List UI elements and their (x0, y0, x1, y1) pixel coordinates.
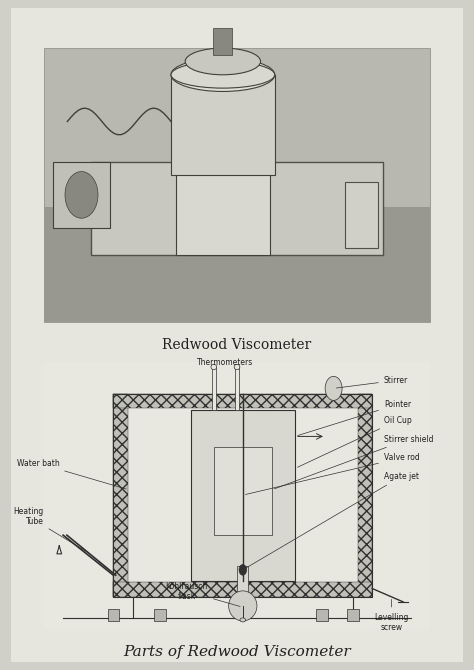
Ellipse shape (234, 364, 240, 370)
Text: Oil Cup: Oil Cup (298, 416, 411, 467)
Text: Water bath: Water bath (17, 458, 126, 489)
Bar (113, 394, 372, 596)
Bar (171, 75, 275, 175)
Bar (113, 394, 128, 596)
Ellipse shape (171, 62, 275, 88)
Text: Agate jet: Agate jet (245, 472, 419, 568)
Bar (113, 394, 372, 408)
Ellipse shape (185, 48, 261, 75)
Text: Pointer: Pointer (298, 400, 411, 436)
Text: Kohlrausch
flask: Kohlrausch flask (165, 582, 240, 606)
Ellipse shape (211, 364, 217, 370)
Bar (237, 566, 248, 606)
Text: Stirrer: Stirrer (337, 376, 408, 388)
Bar (212, 367, 216, 410)
Text: Levelling
screw: Levelling screw (374, 600, 409, 632)
Bar (347, 608, 359, 620)
Circle shape (239, 565, 246, 576)
Text: Parts of Redwood Viscometer: Parts of Redwood Viscometer (123, 645, 351, 659)
Circle shape (65, 172, 98, 218)
Circle shape (325, 377, 342, 401)
Text: Heating
Tube: Heating Tube (14, 507, 88, 552)
Bar (113, 582, 372, 596)
Bar (108, 608, 119, 620)
Text: Valve rod: Valve rod (246, 454, 419, 494)
Bar (235, 367, 239, 410)
Text: Stirrer shield: Stirrer shield (274, 435, 433, 489)
Text: Thermometers: Thermometers (197, 358, 254, 367)
Bar (53, 161, 110, 228)
Ellipse shape (171, 58, 275, 92)
Bar (358, 394, 372, 596)
Bar (44, 48, 430, 322)
Bar (176, 168, 270, 255)
Bar (191, 410, 295, 580)
Bar (91, 161, 383, 255)
Bar (214, 447, 272, 535)
Bar (44, 207, 430, 322)
Bar (316, 608, 328, 620)
Bar (346, 182, 378, 249)
Bar (44, 362, 430, 628)
Text: Redwood Viscometer: Redwood Viscometer (163, 338, 311, 352)
Ellipse shape (240, 618, 246, 622)
Bar (154, 608, 166, 620)
Bar (213, 28, 232, 55)
Ellipse shape (228, 591, 257, 621)
